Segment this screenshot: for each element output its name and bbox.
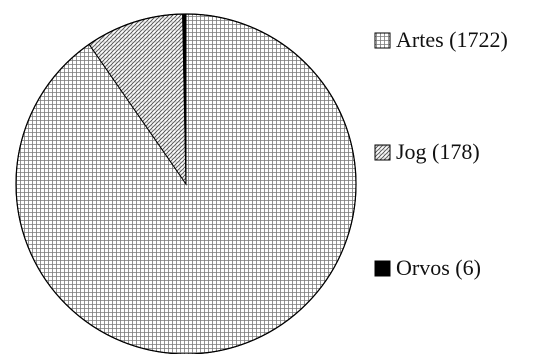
legend-swatch: [374, 260, 391, 277]
legend-label: Artes (1722): [396, 27, 508, 52]
legend-item-orvos: Orvos (6): [374, 255, 481, 280]
legend-swatch: [374, 144, 391, 161]
legend-item-jog: Jog (178): [374, 139, 480, 164]
pie-slices: [15, 13, 357, 354]
legend-label: Jog (178): [396, 139, 480, 164]
legend-swatch: [374, 32, 391, 49]
pie-outline: [15, 13, 357, 354]
legend: Artes (1722) Jog (178) Orvos (6): [374, 27, 508, 280]
legend-item-artes: Artes (1722): [374, 27, 508, 52]
legend-label: Orvos (6): [396, 255, 481, 280]
